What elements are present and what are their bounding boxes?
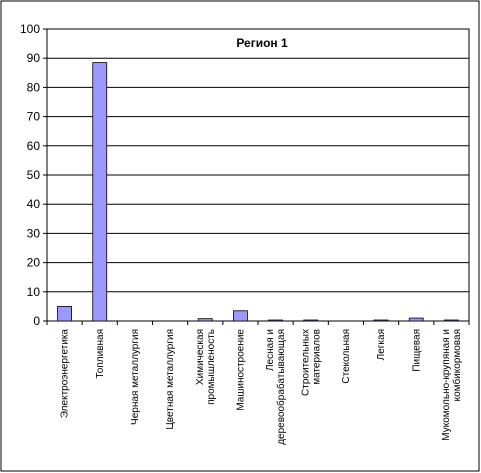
bars: [57, 62, 459, 322]
x-tick-label: Черная металлургия: [130, 329, 141, 425]
x-tick-label: Легкая: [376, 329, 387, 360]
bar: [197, 318, 213, 322]
y-tick-label: 10: [27, 285, 41, 299]
x-tick-label: Стекольная: [341, 329, 352, 384]
x-tick-label: Химическаяпромышленость: [195, 329, 217, 405]
x-axis: Электроэнергетика Топливная Черная металлу…: [46, 321, 470, 445]
chart-title-background: [214, 35, 310, 51]
y-tick-label: 50: [27, 168, 41, 182]
x-tick-label: Пищевая: [411, 329, 422, 372]
y-tick-label: 80: [27, 80, 41, 94]
x-tick-label: Топливная: [95, 329, 106, 379]
x-tick-label: Строительныхматериалов: [300, 329, 322, 396]
y-tick-label: 20: [27, 256, 41, 270]
bar: [92, 62, 108, 322]
bar: [57, 305, 72, 322]
y-tick-label: 60: [27, 139, 41, 153]
x-tick-label: Электроэнергетика: [60, 329, 71, 419]
x-tick-label: Лесная идеревообрабатывающая: [265, 329, 287, 445]
bar: [268, 319, 283, 322]
x-tick-label: Цветная металлургия: [165, 329, 176, 430]
chart-title: Регион 1: [236, 36, 288, 50]
bar: [408, 317, 424, 322]
y-axis: 0 10 20 30 40 50 60 70 80 90 100: [20, 22, 47, 328]
y-tick-label: 90: [27, 51, 41, 65]
bar: [233, 310, 248, 322]
bar: [303, 319, 319, 322]
y-tick-label: 70: [27, 110, 41, 124]
chart-title-box: Регион 1: [214, 35, 310, 51]
y-tick-label: 30: [27, 226, 41, 240]
y-tick-label: 40: [27, 197, 41, 211]
y-tick-label: 0: [33, 314, 40, 328]
x-tick-label: Мукомольно-крупяная икомбикормовая: [441, 329, 463, 441]
bar: [444, 319, 459, 322]
y-tick-label: 100: [20, 22, 40, 36]
bar: [373, 319, 389, 322]
x-tick-label: Машиностроение: [235, 329, 246, 411]
